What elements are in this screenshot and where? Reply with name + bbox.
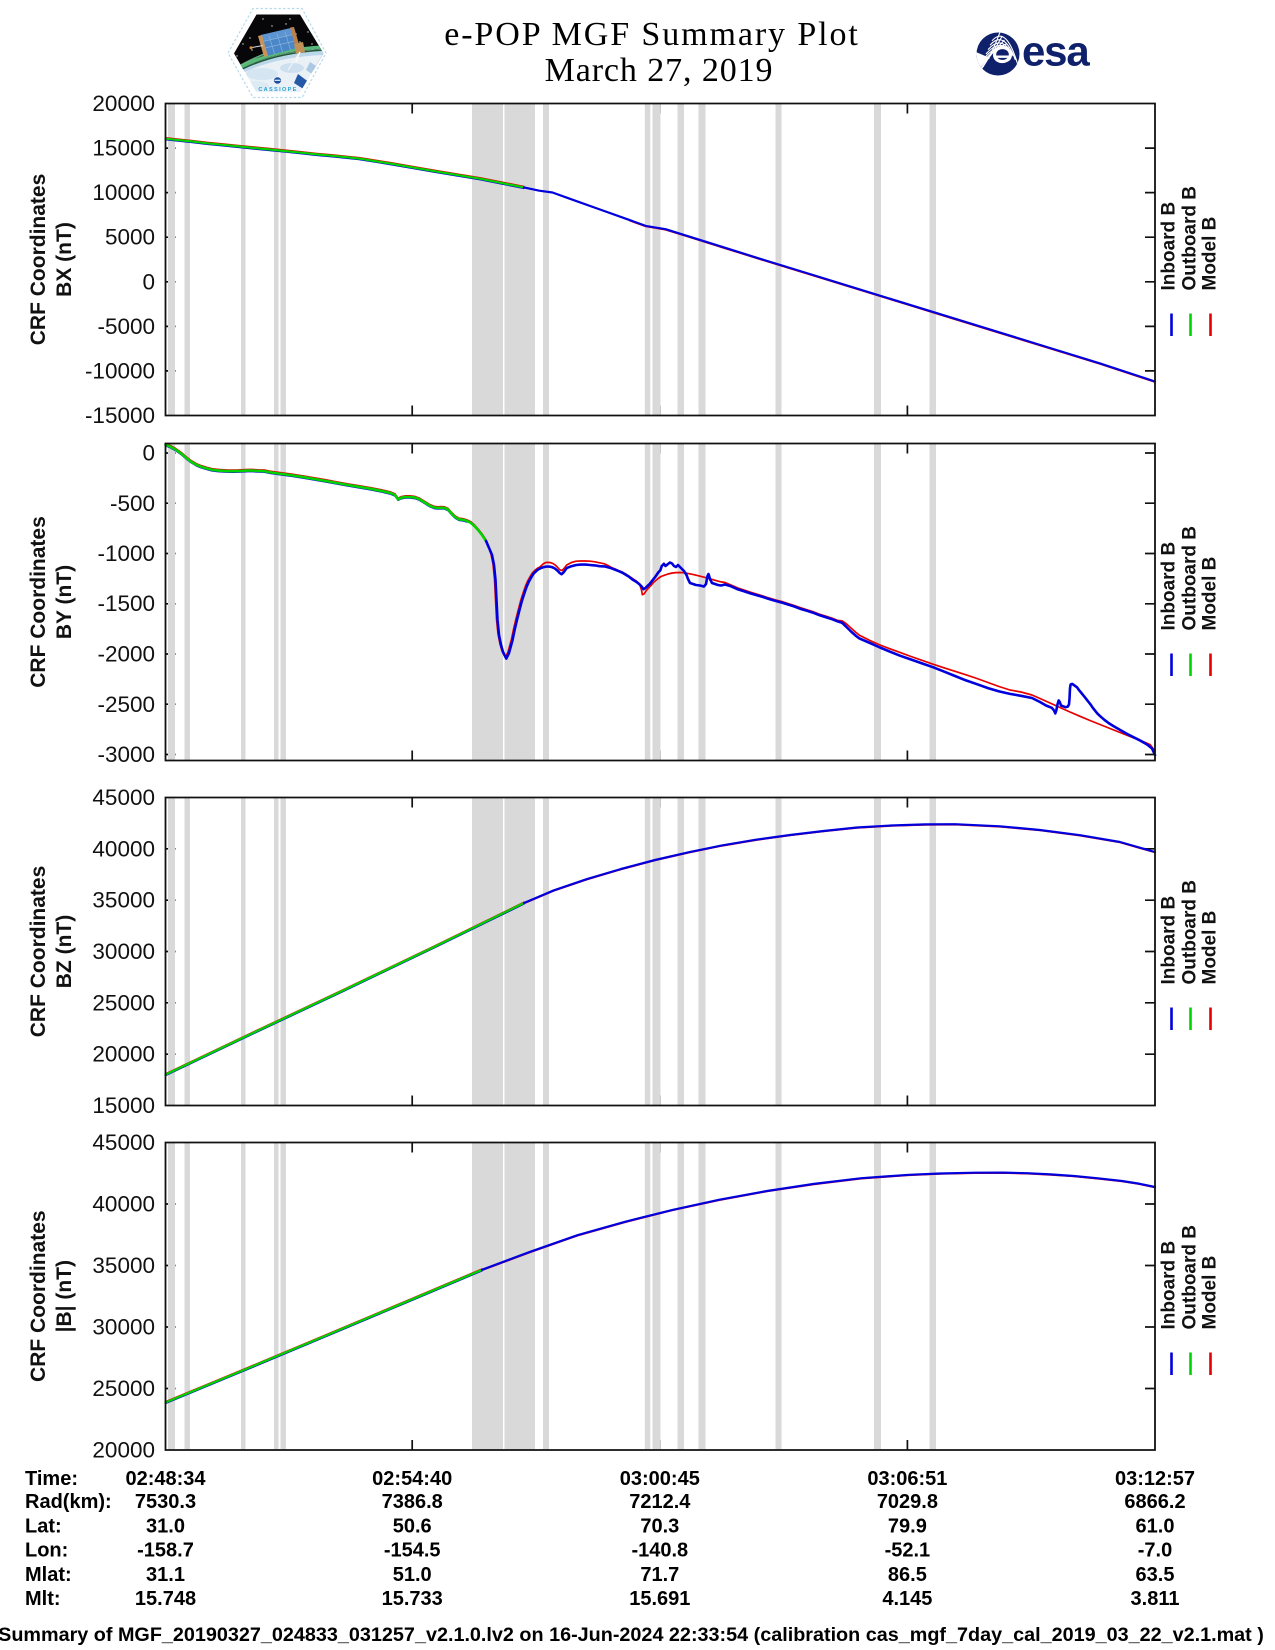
svg-text:0: 0	[142, 441, 155, 466]
svg-text:Model B: Model B	[1200, 217, 1221, 291]
svg-text:e-POP MGF Summary Plot: e-POP MGF Summary Plot	[444, 16, 860, 53]
svg-text:BZ (nT): BZ (nT)	[53, 915, 76, 988]
svg-text:25000: 25000	[92, 990, 155, 1015]
svg-text:35000: 35000	[92, 888, 155, 913]
svg-text:-2500: -2500	[97, 692, 155, 717]
svg-text:Inboard B: Inboard B	[1159, 202, 1180, 291]
svg-text:esa: esa	[1022, 28, 1090, 75]
svg-text:Lat:: Lat:	[25, 1516, 62, 1538]
svg-text:35000: 35000	[92, 1253, 155, 1278]
svg-text:-2000: -2000	[97, 642, 155, 667]
svg-text:-158.7: -158.7	[137, 1540, 194, 1562]
svg-text:Mlt:: Mlt:	[25, 1588, 61, 1610]
svg-text:61.0: 61.0	[1136, 1516, 1175, 1538]
svg-text:Inboard B: Inboard B	[1159, 542, 1180, 631]
svg-text:86.5: 86.5	[888, 1564, 927, 1586]
svg-text:CRF Coordinates: CRF Coordinates	[27, 866, 50, 1038]
svg-text:10000: 10000	[92, 180, 155, 205]
svg-text:-7.0: -7.0	[1138, 1540, 1172, 1562]
svg-text:Inboard B: Inboard B	[1159, 1241, 1180, 1330]
svg-text:CRF Coordinates: CRF Coordinates	[27, 1210, 50, 1382]
svg-text:70.3: 70.3	[640, 1516, 679, 1538]
svg-text:7530.3: 7530.3	[135, 1491, 196, 1513]
svg-text:CRF Coordinates: CRF Coordinates	[27, 174, 50, 346]
svg-text:-3000: -3000	[97, 742, 155, 767]
svg-text:71.7: 71.7	[640, 1564, 679, 1586]
svg-text:45000: 45000	[92, 785, 155, 810]
svg-text:40000: 40000	[92, 1192, 155, 1217]
svg-text:30000: 30000	[92, 1315, 155, 1340]
svg-text:4.145: 4.145	[882, 1588, 932, 1610]
svg-text:-140.8: -140.8	[631, 1540, 688, 1562]
svg-text:-5000: -5000	[97, 314, 155, 339]
svg-text:Mlat:: Mlat:	[25, 1564, 72, 1586]
svg-text:Outboard B: Outboard B	[1180, 186, 1201, 291]
svg-text:03:12:57: 03:12:57	[1115, 1468, 1195, 1490]
svg-text:Model B: Model B	[1200, 557, 1221, 631]
svg-text:5000: 5000	[105, 225, 155, 250]
svg-text:20000: 20000	[92, 1438, 155, 1463]
svg-text:15.748: 15.748	[135, 1588, 196, 1610]
svg-text:Outboard B: Outboard B	[1180, 880, 1201, 985]
svg-text:-154.5: -154.5	[384, 1540, 441, 1562]
svg-text:Outboard B: Outboard B	[1180, 1225, 1201, 1330]
svg-text:15.691: 15.691	[629, 1588, 690, 1610]
svg-text:Model B: Model B	[1200, 1256, 1221, 1330]
svg-text:-500: -500	[110, 491, 155, 516]
svg-text:Time:: Time:	[25, 1468, 78, 1490]
svg-text:0: 0	[142, 269, 155, 294]
svg-text:51.0: 51.0	[393, 1564, 432, 1586]
svg-text:BY (nT): BY (nT)	[53, 565, 76, 639]
svg-text:7029.8: 7029.8	[877, 1491, 938, 1513]
svg-text:79.9: 79.9	[888, 1516, 927, 1538]
svg-text:March 27, 2019: March 27, 2019	[545, 52, 774, 89]
svg-text:40000: 40000	[92, 836, 155, 861]
svg-text:-10000: -10000	[85, 358, 155, 383]
svg-text:-15000: -15000	[85, 403, 155, 428]
svg-text:50.6: 50.6	[393, 1516, 432, 1538]
svg-text:7212.4: 7212.4	[629, 1491, 691, 1513]
svg-text:-1500: -1500	[97, 591, 155, 616]
svg-text:20000: 20000	[92, 91, 155, 116]
svg-text:02:54:40: 02:54:40	[372, 1468, 452, 1490]
svg-text:3.811: 3.811	[1131, 1588, 1180, 1610]
svg-text:30000: 30000	[92, 939, 155, 964]
svg-text:03:00:45: 03:00:45	[620, 1468, 700, 1490]
svg-text:CRF Coordinates: CRF Coordinates	[27, 516, 50, 688]
svg-text:Model B: Model B	[1200, 911, 1221, 985]
svg-text:02:48:34: 02:48:34	[125, 1468, 206, 1490]
svg-text:CASSIOPE: CASSIOPE	[258, 87, 297, 93]
svg-text:Inboard B: Inboard B	[1159, 896, 1180, 985]
svg-text:31.0: 31.0	[146, 1516, 185, 1538]
svg-text:BX (nT): BX (nT)	[53, 222, 76, 297]
svg-text:Outboard B: Outboard B	[1180, 526, 1201, 631]
svg-text:20000: 20000	[92, 1042, 155, 1067]
svg-text:63.5: 63.5	[1136, 1564, 1175, 1586]
svg-text:6866.2: 6866.2	[1124, 1491, 1185, 1513]
svg-text:-52.1: -52.1	[885, 1540, 931, 1562]
svg-text:03:06:51: 03:06:51	[867, 1468, 947, 1490]
svg-text:Rad(km):: Rad(km):	[25, 1491, 112, 1513]
svg-text:15.733: 15.733	[382, 1588, 443, 1610]
svg-text:25000: 25000	[92, 1376, 155, 1401]
svg-text:15000: 15000	[92, 1093, 155, 1118]
svg-text:Lon:: Lon:	[25, 1540, 68, 1562]
svg-text:15000: 15000	[92, 136, 155, 161]
svg-text:Summary of MGF_20190327_024833: Summary of MGF_20190327_024833_031257_v2…	[0, 1624, 1264, 1646]
svg-text:|B| (nT): |B| (nT)	[53, 1260, 76, 1332]
svg-text:-1000: -1000	[97, 541, 155, 566]
svg-text:31.1: 31.1	[146, 1564, 185, 1586]
svg-text:7386.8: 7386.8	[382, 1491, 443, 1513]
svg-text:45000: 45000	[92, 1130, 155, 1155]
